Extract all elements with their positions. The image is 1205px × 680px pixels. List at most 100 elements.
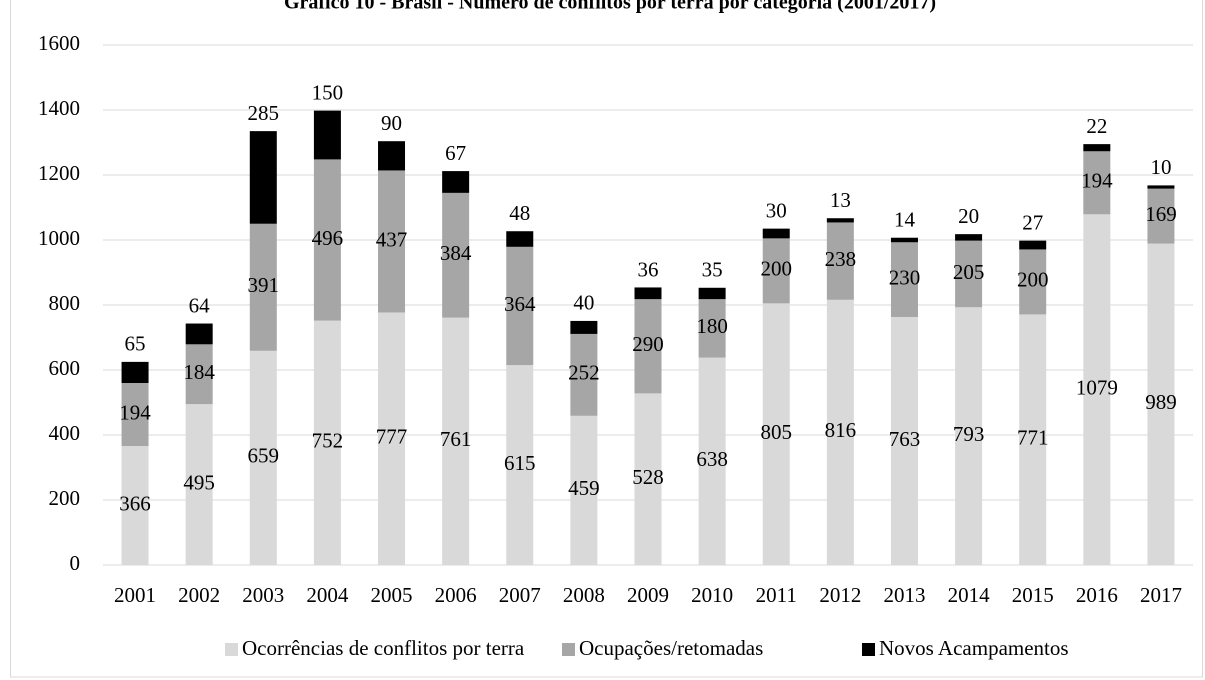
data-label: 67: [445, 141, 466, 165]
bar-segment: [890, 317, 918, 565]
bar-segment: [185, 344, 213, 405]
bar-segment: [506, 231, 534, 247]
bar-segment: [955, 307, 983, 565]
x-tick-label: 2012: [819, 583, 861, 607]
legend-label: Ocorrências de conflitos por terra: [242, 636, 525, 660]
x-tick-label: 2007: [499, 583, 541, 607]
data-label: 184: [183, 360, 215, 384]
bar-segment: [698, 357, 726, 565]
y-tick-label: 1400: [38, 96, 80, 120]
data-label: 771: [1017, 426, 1049, 450]
y-tick-label: 1000: [38, 226, 80, 250]
data-label: 90: [381, 111, 402, 135]
bar-segment: [378, 141, 406, 171]
bar-segment: [1019, 314, 1047, 565]
data-label: 35: [702, 258, 723, 282]
data-label: 459: [568, 476, 600, 500]
bar-segment: [955, 240, 983, 308]
legend-swatch: [562, 643, 575, 656]
data-label: 752: [312, 429, 344, 453]
data-label: 763: [889, 427, 921, 451]
legend-swatch: [862, 643, 875, 656]
bar-segment: [442, 171, 470, 193]
data-label: 13: [830, 188, 851, 212]
data-label: 528: [632, 465, 664, 489]
bar-segment: [506, 365, 534, 565]
data-label: 48: [509, 201, 530, 225]
x-tick-label: 2015: [1012, 583, 1054, 607]
x-tick-label: 2010: [691, 583, 733, 607]
data-label: 40: [573, 291, 594, 315]
x-tick-label: 2006: [435, 583, 477, 607]
bar-segment: [249, 350, 277, 565]
y-tick-label: 1600: [38, 31, 80, 55]
data-label: 27: [1022, 210, 1043, 234]
bar-segment: [185, 404, 213, 565]
chart-title: Gráfico 10 - Brasil - Número de conflito…: [284, 0, 936, 14]
bar-segment: [1083, 144, 1111, 152]
bar-segment: [185, 323, 213, 345]
bar-segment: [826, 222, 854, 300]
bar-segment: [1147, 188, 1175, 244]
y-tick-label: 800: [49, 291, 81, 315]
bar-segment: [1083, 214, 1111, 565]
bar-segment: [1019, 240, 1047, 250]
y-tick-label: 1200: [38, 161, 80, 185]
bar-segment: [762, 238, 790, 304]
bar-segment: [698, 287, 726, 300]
data-label: 391: [248, 273, 280, 297]
bar-segment: [955, 234, 983, 241]
bar-segment: [442, 317, 470, 565]
data-label: 989: [1145, 390, 1177, 414]
y-tick-label: 600: [49, 356, 81, 380]
bar-segment: [570, 333, 598, 416]
data-label: 64: [189, 293, 211, 317]
data-label: 761: [440, 427, 472, 451]
bar-segment: [121, 361, 149, 383]
y-tick-label: 0: [70, 551, 81, 575]
data-label: 10: [1150, 155, 1171, 179]
data-label: 638: [696, 447, 728, 471]
bar-segment: [826, 218, 854, 223]
data-label: 22: [1086, 114, 1107, 138]
data-label: 30: [766, 198, 787, 222]
data-label: 14: [894, 208, 916, 232]
bar-segment: [1147, 185, 1175, 189]
data-label: 777: [376, 425, 408, 449]
bar-segment: [506, 246, 534, 366]
bar-segment: [826, 299, 854, 565]
data-label: 495: [183, 470, 215, 494]
data-label: 238: [825, 247, 857, 271]
data-label: 252: [568, 361, 600, 385]
data-label: 496: [312, 226, 344, 250]
x-tick-label: 2008: [563, 583, 605, 607]
bar-segment: [570, 320, 598, 334]
bar-segment: [121, 446, 149, 565]
data-label: 793: [953, 422, 985, 446]
bar-segment: [442, 192, 470, 318]
bar-segment: [313, 159, 341, 321]
bar-segment: [762, 303, 790, 565]
y-tick-label: 200: [49, 486, 81, 510]
data-label: 200: [1017, 268, 1049, 292]
bar-segment: [570, 415, 598, 565]
data-label: 230: [889, 265, 921, 289]
x-tick-label: 2004: [306, 583, 349, 607]
bar-segment: [249, 223, 277, 351]
bar-segment: [121, 383, 149, 447]
bar-segment: [313, 110, 341, 160]
bar-segment: [249, 131, 277, 224]
bar-segment: [634, 299, 662, 394]
legend-swatch: [225, 643, 238, 656]
y-tick-label: 400: [49, 421, 81, 445]
data-label: 1079: [1076, 375, 1118, 399]
data-label: 290: [632, 332, 664, 356]
data-label: 805: [760, 420, 792, 444]
data-label: 816: [825, 418, 857, 442]
data-label: 169: [1145, 202, 1177, 226]
data-label: 194: [119, 400, 151, 424]
x-tick-label: 2013: [883, 583, 925, 607]
x-tick-label: 2016: [1076, 583, 1118, 607]
x-tick-label: 2002: [178, 583, 220, 607]
